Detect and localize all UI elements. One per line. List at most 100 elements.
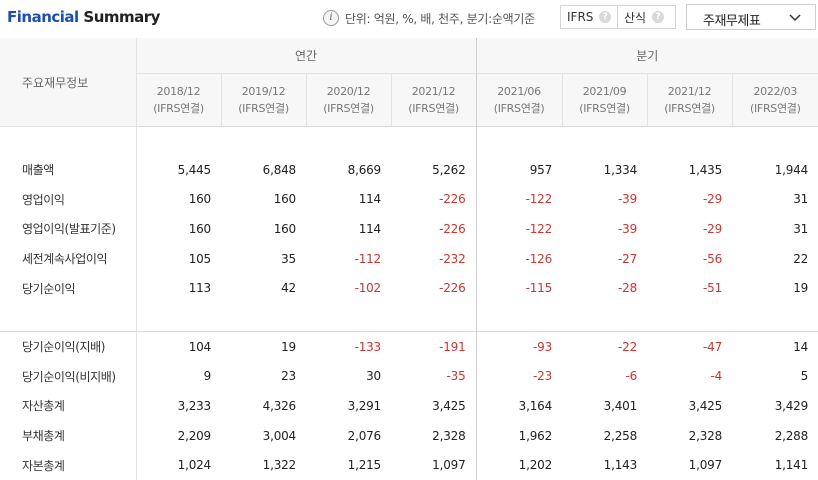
table-cell: 1,334 <box>603 162 638 177</box>
table-cell: 2,258 <box>603 428 638 443</box>
table-cell: -122 <box>475 184 563 215</box>
table-cell: 35 <box>281 251 296 266</box>
table-cell: 22 <box>793 251 809 266</box>
formula-button[interactable]: 산식? <box>618 5 676 29</box>
financial-summary-table: 주요재무정보 연간 분기 2018/12 (IFRS연결) 2019/12 (IFRS… <box>0 38 818 480</box>
statement-select[interactable]: 주재무제표 <box>686 4 816 30</box>
table-cell: 3,233 <box>135 391 221 421</box>
table-cell: -4 <box>710 369 723 384</box>
ifrs-button[interactable]: IFRS? <box>560 5 618 29</box>
spacer-row <box>0 126 818 155</box>
table-cell: -115 <box>475 273 563 303</box>
table-cell: 1,097 <box>432 458 466 473</box>
table-cell: 2,288 <box>774 428 809 443</box>
row-label[interactable]: 당기순이익(지배) <box>22 340 106 355</box>
table-cell: 3,425 <box>688 398 723 413</box>
table-cell: 104 <box>135 331 221 362</box>
table-cell: -47 <box>703 339 723 354</box>
table-cell: 8,669 <box>347 162 382 177</box>
row-label[interactable]: 영업이익 <box>22 192 65 207</box>
table-cell: 2,209 <box>135 420 221 451</box>
table-cell: 160 <box>273 192 297 207</box>
table-row: 세전계속사업이익 105 35 -112 -232 -126 -27 -56 22 <box>0 243 818 274</box>
chevron-down-icon <box>789 14 801 22</box>
period-header: 2022/03 (IFRS연결) <box>731 73 818 127</box>
row-label[interactable]: 매출액 <box>22 163 54 178</box>
table-cell: 1,141 <box>774 458 809 473</box>
row-label[interactable]: 영업이익(발표기준) <box>22 222 116 237</box>
table-cell: -39 <box>618 221 638 236</box>
table-cell: 1,944 <box>774 162 809 177</box>
table-row: 부채총계 2,209 3,004 2,076 2,328 1,962 2,258 2,328 2… <box>0 420 818 451</box>
table-cell: -22 <box>618 339 638 354</box>
table-cell: -122 <box>475 214 563 244</box>
period-date: 2022/03 <box>753 85 798 98</box>
table-row: 당기순이익(지배) 104 19 -133 -191 -93 -22 -47 14 <box>0 331 818 362</box>
period-date: 2019/12 <box>241 85 286 98</box>
period-date: 2021/09 <box>582 85 627 98</box>
table-cell: 114 <box>358 192 382 207</box>
row-header-label: 주요재무정보 <box>0 38 136 127</box>
table-cell: 160 <box>135 184 221 215</box>
row-label[interactable]: 당기순이익 <box>22 281 76 296</box>
table-cell: -29 <box>703 192 723 207</box>
table-cell: 9 <box>135 361 221 392</box>
help-icon: ? <box>652 11 665 23</box>
table-row: 자본총계 1,024 1,322 1,215 1,097 1,202 1,143 1,097 1… <box>0 450 818 480</box>
group-separator <box>0 331 818 332</box>
table-cell: -191 <box>439 339 466 354</box>
period-basis: (IFRS연결) <box>408 102 459 115</box>
unit-note: 단위: 억원, %, 배, 천주, 분기:순액기준 <box>345 12 535 26</box>
period-header: 2021/12 (IFRS연결) <box>646 73 733 127</box>
period-basis: (IFRS연결) <box>238 102 289 115</box>
table-row: 당기순이익 113 42 -102 -226 -115 -28 -51 19 <box>0 273 818 303</box>
period-header: 2019/12 (IFRS연결) <box>220 73 306 127</box>
table-cell: -6 <box>625 369 638 384</box>
spacer-row <box>0 302 818 332</box>
table-cell: 160 <box>135 214 221 244</box>
annual-group-header: 연간 <box>135 38 477 74</box>
table-cell: 1,024 <box>135 450 221 480</box>
row-label[interactable]: 당기순이익(비지배) <box>22 369 116 384</box>
row-label[interactable]: 자산총계 <box>22 399 65 414</box>
row-label[interactable]: 자본총계 <box>22 458 65 473</box>
table-row: 자산총계 3,233 4,326 3,291 3,425 3,164 3,401 3,425 3… <box>0 391 818 421</box>
table-cell: -28 <box>618 281 638 296</box>
row-label[interactable]: 세전계속사업이익 <box>22 252 108 267</box>
table-cell: -29 <box>703 221 723 236</box>
table-cell: 1,143 <box>603 458 638 473</box>
table-cell: 30 <box>366 369 381 384</box>
table-cell: -27 <box>618 251 638 266</box>
table-cell: -56 <box>703 251 723 266</box>
table-cell: 2,328 <box>688 428 723 443</box>
table-row: 매출액 5,445 6,848 8,669 5,262 957 1,334 1,435 1,94… <box>0 155 818 185</box>
table-cell: 5,262 <box>432 162 466 177</box>
table-cell: 3,401 <box>603 398 638 413</box>
period-basis: (IFRS연결) <box>664 102 715 115</box>
table-cell: 23 <box>281 369 296 384</box>
table-cell: -39 <box>618 192 638 207</box>
table-cell: 19 <box>793 281 809 296</box>
table-cell: 4,326 <box>262 398 297 413</box>
table-cell: 3,004 <box>262 428 297 443</box>
table-cell: -23 <box>475 361 563 392</box>
table-cell: 3,429 <box>774 398 809 413</box>
period-basis: (IFRS연결) <box>153 102 204 115</box>
period-date: 2021/12 <box>667 85 712 98</box>
table-cell: 1,097 <box>688 458 723 473</box>
row-label[interactable]: 부채총계 <box>22 429 65 444</box>
table-cell: -226 <box>439 192 466 207</box>
table-cell: 1,215 <box>347 458 382 473</box>
table-cell: -51 <box>703 281 723 296</box>
table-row: 영업이익 160 160 114 -226 -122 -39 -29 31 <box>0 184 818 215</box>
table-cell: 1,962 <box>475 420 563 451</box>
table-cell: 3,164 <box>475 391 563 421</box>
period-basis: (IFRS연결) <box>323 102 374 115</box>
section-title: Financial Summary <box>7 8 160 26</box>
table-cell: -93 <box>475 331 563 362</box>
period-date: 2021/12 <box>411 85 456 98</box>
table-cell: 114 <box>358 221 382 236</box>
period-date: 2020/12 <box>326 85 371 98</box>
period-header: 2021/12 (IFRS연결) <box>390 73 477 127</box>
info-icon[interactable]: i <box>323 10 339 26</box>
